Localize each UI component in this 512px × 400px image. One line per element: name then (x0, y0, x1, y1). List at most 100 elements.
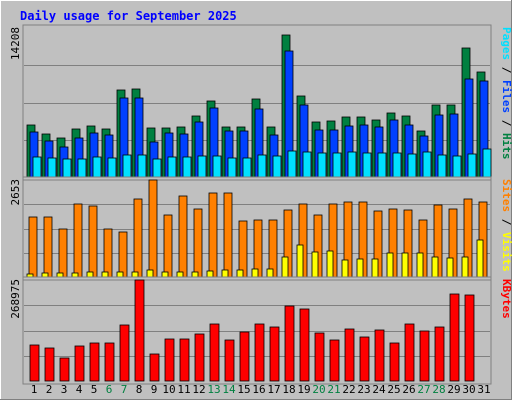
day-label-2: 2 (46, 383, 53, 396)
bar-sites-day-13 (208, 192, 218, 278)
bar-visits-day-7 (116, 271, 124, 278)
bar-pages-day-23 (362, 152, 372, 178)
bar-kbytes-day-24 (374, 329, 385, 382)
bar-kbytes-day-30 (464, 294, 475, 382)
day-label-5: 5 (91, 383, 98, 396)
day-label-17: 17 (267, 383, 280, 396)
bar-kbytes-day-18 (284, 305, 295, 382)
bar-kbytes-day-19 (299, 308, 310, 382)
bar-kbytes-day-29 (449, 293, 460, 382)
day-label-10: 10 (162, 383, 175, 396)
legend-part: / (500, 113, 512, 133)
day-label-25: 25 (387, 383, 400, 396)
bar-pages-day-24 (377, 152, 387, 178)
day-label-15: 15 (237, 383, 250, 396)
bar-sites-day-9 (148, 179, 158, 278)
bar-visits-day-13 (206, 270, 214, 278)
bar-pages-day-28 (437, 154, 447, 178)
day-labels: 1 2 3 4 5 6 7 8 9 10 11 12 13 14 15 16 17 18 19 20 21 22 23 24 2… (31, 383, 491, 396)
bar-sites-day-16 (253, 219, 263, 278)
bar-kbytes-day-4 (74, 345, 85, 382)
bar-visits-day-10 (161, 271, 169, 278)
bar-visits-day-12 (191, 271, 199, 278)
bar-pages-day-30 (467, 153, 477, 178)
bar-visits-day-9 (146, 269, 154, 278)
day-label-26: 26 (402, 383, 415, 396)
bar-kbytes-day-14 (224, 339, 235, 382)
bar-visits-day-31 (476, 239, 484, 278)
panel-visits-sites: 2653 Sites / Visits (9, 176, 512, 281)
bar-kbytes-day-22 (344, 328, 355, 382)
bar-kbytes-day-28 (434, 326, 445, 382)
legend-part: KBytes (500, 279, 512, 319)
bar-sites-day-4 (73, 203, 83, 278)
bar-visits-day-23 (356, 258, 364, 278)
legend-part: Visits (500, 232, 512, 272)
bar-kbytes-day-3 (59, 357, 70, 382)
bar-kbytes-day-8 (134, 279, 145, 382)
day-label-18: 18 (282, 383, 295, 396)
legend-part: / (500, 212, 512, 232)
bar-pages-day-31 (482, 148, 492, 178)
bar-pages-day-12 (197, 155, 207, 178)
day-label-12: 12 (192, 383, 205, 396)
bar-pages-day-4 (77, 158, 87, 178)
bar-pages-day-20 (317, 152, 327, 178)
legend-part: Pages (500, 27, 512, 60)
legend-part: / (500, 60, 512, 80)
chart-panels: 14208 Pages / Files / Hits 2653 Sites / Vis… (9, 24, 512, 385)
bar-kbytes-day-11 (179, 338, 190, 382)
legend-part: Hits (500, 133, 512, 160)
bar-pages-day-15 (242, 157, 252, 178)
bar-kbytes-day-6 (104, 342, 115, 382)
panel-legend-label: Pages / Files / Hits (500, 27, 512, 160)
panel-frame (22, 276, 492, 385)
bar-pages-day-14 (227, 157, 237, 178)
legend-part: Sites (500, 179, 512, 212)
day-label-19: 19 (297, 383, 310, 396)
bar-pages-day-19 (302, 151, 312, 178)
day-label-1: 1 (31, 383, 38, 396)
bar-visits-day-16 (251, 268, 259, 278)
bar-kbytes-day-5 (89, 342, 100, 382)
bar-sites-day-12 (193, 208, 203, 278)
bar-pages-day-2 (47, 157, 57, 178)
bar-sites-day-8 (133, 198, 143, 278)
bar-sites-day-1 (28, 216, 38, 278)
bar-kbytes-day-15 (239, 331, 250, 382)
bar-pages-day-25 (392, 152, 402, 178)
day-label-24: 24 (372, 383, 386, 396)
bar-pages-day-27 (422, 151, 432, 178)
day-label-3: 3 (61, 383, 68, 396)
bar-visits-day-11 (176, 271, 184, 278)
bar-kbytes-day-23 (359, 336, 370, 382)
bar-kbytes-day-13 (209, 323, 220, 382)
bar-sites-day-15 (238, 220, 248, 278)
bar-visits-day-5 (86, 271, 94, 278)
bar-kbytes-day-1 (29, 344, 40, 382)
day-label-9: 9 (151, 383, 158, 396)
panel-max-label: 268975 (9, 279, 22, 319)
day-label-4: 4 (76, 383, 83, 396)
day-label-30: 30 (462, 383, 475, 396)
bar-visits-day-29 (446, 257, 454, 278)
bar-pages-day-5 (92, 156, 102, 178)
bar-sites-day-17 (268, 219, 278, 278)
bar-pages-day-29 (452, 155, 462, 178)
panel-kbytes: 268975 KBytes (9, 276, 512, 385)
bar-kbytes-day-10 (164, 338, 175, 382)
day-label-14: 14 (222, 383, 236, 396)
bar-kbytes-day-21 (329, 339, 340, 382)
bar-visits-day-17 (266, 268, 274, 278)
bar-sites-day-14 (223, 192, 233, 278)
bar-kbytes-day-27 (419, 330, 430, 382)
bar-pages-day-16 (257, 154, 267, 178)
bar-kbytes-day-17 (269, 326, 280, 382)
bar-kbytes-day-16 (254, 323, 265, 382)
panel-legend-label: Sites / Visits (500, 179, 512, 272)
day-label-21: 21 (327, 383, 340, 396)
bar-pages-day-7 (122, 154, 132, 178)
day-label-20: 20 (312, 383, 325, 396)
bar-visits-day-21 (326, 250, 334, 278)
bar-visits-day-14 (221, 269, 229, 278)
